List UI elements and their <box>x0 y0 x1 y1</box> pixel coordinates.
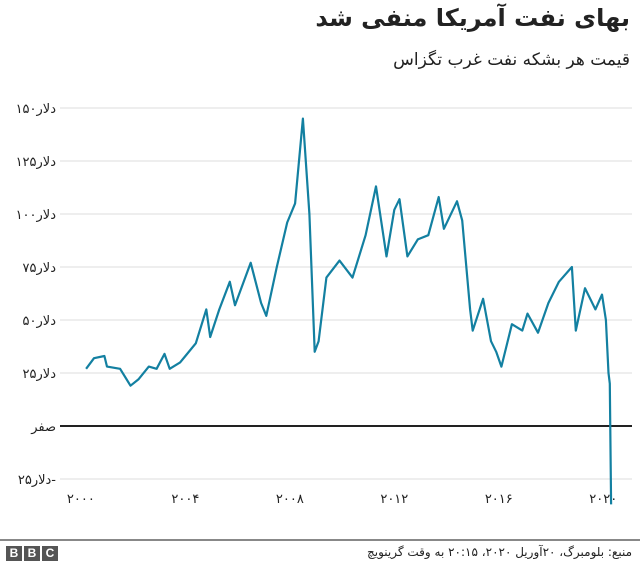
y-tick-label: ۱۲۵دلار <box>16 155 57 170</box>
price-series-line <box>85 117 613 505</box>
x-tick-label: ۲۰۰۰ <box>67 492 95 507</box>
y-tick-label: ۲۵دلار- <box>18 473 56 488</box>
x-tick-label: ۲۰۱۶ <box>485 492 513 507</box>
y-tick-label: ۱۵۰دلار <box>16 102 57 117</box>
source-note: منبع: بلومبرگ، ۲۰آوریل ۲۰۲۰، ۲۰:۱۵ به وق… <box>366 545 632 559</box>
chart-title: بهای نفت آمریکا منفی شد <box>315 4 630 32</box>
y-tick-label: ۲۵دلار <box>23 367 57 382</box>
footer-divider <box>0 539 640 541</box>
x-tick-label: ۲۰۰۸ <box>276 492 304 507</box>
x-tick-label: ۲۰۱۲ <box>380 492 408 507</box>
line-chart: ۱۵۰دلار ۱۲۵دلار ۱۰۰دلار ۷۵دلار ۵۰دلار ۲۵دلار ص… <box>16 102 632 507</box>
y-tick-label: ۵۰دلار <box>23 314 57 329</box>
logo-letter: B <box>24 546 40 561</box>
logo-letter: B <box>6 546 22 561</box>
x-tick-label: ۲۰۲۰ <box>589 492 617 507</box>
y-tick-label: صفر <box>30 420 56 435</box>
bbc-logo: B B C <box>6 546 58 561</box>
y-tick-label: ۷۵دلار <box>23 261 57 276</box>
logo-letter: C <box>42 546 58 561</box>
x-tick-label: ۲۰۰۴ <box>171 492 199 507</box>
chart-subtitle: قیمت هر بشکه نفت غرب تگزاس <box>393 50 630 70</box>
y-tick-label: ۱۰۰دلار <box>16 208 57 223</box>
